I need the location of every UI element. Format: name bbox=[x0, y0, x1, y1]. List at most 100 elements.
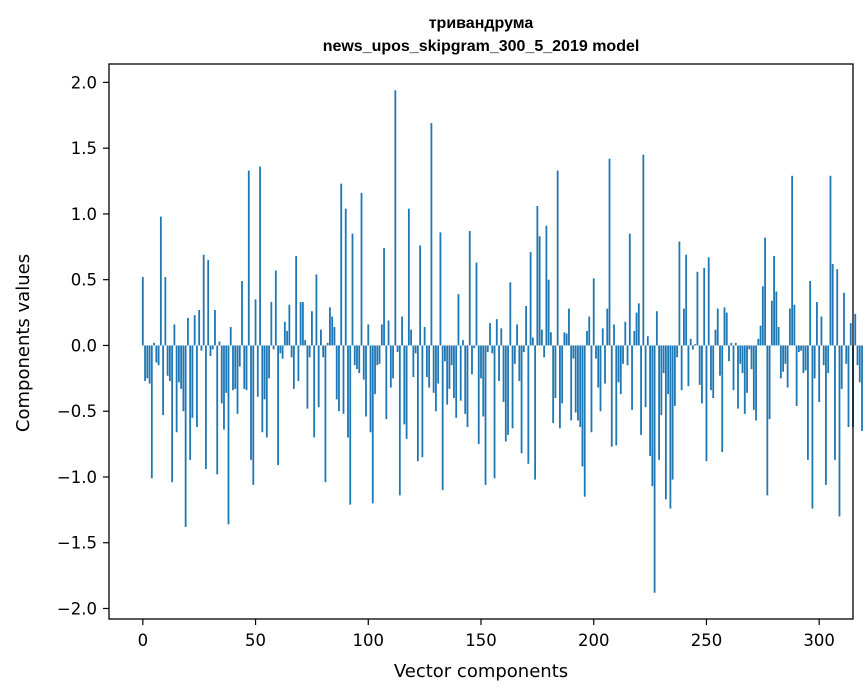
bar-205 bbox=[604, 345, 606, 384]
bar-166 bbox=[516, 324, 518, 346]
bar-249 bbox=[703, 267, 706, 346]
bar-258 bbox=[723, 307, 726, 346]
bar-112 bbox=[394, 90, 397, 346]
x-tick-label: 150 bbox=[465, 631, 497, 650]
bar-256 bbox=[719, 345, 721, 376]
bar-37 bbox=[225, 345, 228, 393]
bar-16 bbox=[177, 345, 180, 383]
bar-133 bbox=[441, 345, 444, 491]
bar-100 bbox=[367, 324, 370, 346]
bar-276 bbox=[764, 237, 766, 346]
bar-54 bbox=[263, 345, 266, 400]
bar-81 bbox=[324, 345, 327, 483]
bar-298 bbox=[813, 345, 816, 379]
bar-147 bbox=[473, 345, 476, 349]
y-tick-label: −1.0 bbox=[57, 468, 97, 487]
bar-12 bbox=[168, 345, 171, 381]
bar-200 bbox=[592, 278, 595, 346]
bar-288 bbox=[791, 175, 794, 346]
bar-131 bbox=[437, 345, 440, 384]
bar-155 bbox=[491, 345, 494, 354]
bar-52 bbox=[259, 166, 261, 346]
bar-71 bbox=[301, 302, 304, 346]
bar-316 bbox=[854, 313, 857, 346]
bar-146 bbox=[471, 345, 473, 375]
bar-104 bbox=[376, 345, 379, 366]
bar-153 bbox=[486, 345, 489, 353]
bar-279 bbox=[770, 300, 773, 346]
x-tick-label: 50 bbox=[245, 631, 266, 650]
bar-102 bbox=[371, 345, 374, 504]
bar-196 bbox=[583, 345, 586, 497]
bar-284 bbox=[782, 345, 785, 372]
bar-22 bbox=[191, 345, 194, 418]
bar-120 bbox=[412, 345, 415, 378]
bar-224 bbox=[646, 336, 649, 346]
y-axis-label: Components values bbox=[13, 254, 34, 432]
bar-126 bbox=[425, 345, 428, 378]
bar-76 bbox=[313, 345, 316, 438]
bar-178 bbox=[543, 345, 546, 358]
bar-79 bbox=[320, 329, 322, 346]
bar-11 bbox=[166, 345, 169, 376]
bar-158 bbox=[498, 345, 500, 381]
bar-319 bbox=[861, 345, 863, 431]
bar-197 bbox=[586, 330, 588, 346]
bar-39 bbox=[229, 327, 232, 346]
bar-45 bbox=[243, 345, 246, 389]
bar-35 bbox=[220, 345, 223, 404]
bar-38 bbox=[227, 345, 230, 525]
bar-124 bbox=[421, 345, 424, 458]
bar-70 bbox=[299, 302, 302, 346]
bar-229 bbox=[658, 345, 661, 460]
bar-103 bbox=[374, 345, 376, 395]
bar-161 bbox=[504, 345, 507, 442]
bar-110 bbox=[389, 345, 392, 388]
bar-137 bbox=[450, 345, 453, 366]
bar-157 bbox=[495, 319, 498, 346]
bar-69 bbox=[297, 345, 300, 381]
x-tick-label: 200 bbox=[578, 631, 610, 650]
bar-260 bbox=[728, 345, 730, 362]
y-tick-label: 1.5 bbox=[71, 139, 97, 158]
bar-163 bbox=[509, 282, 512, 346]
bar-289 bbox=[793, 304, 796, 346]
bar-291 bbox=[797, 345, 800, 353]
bar-204 bbox=[601, 328, 604, 346]
bar-228 bbox=[655, 311, 658, 346]
bar-2 bbox=[146, 345, 149, 379]
bar-83 bbox=[329, 307, 331, 346]
bar-237 bbox=[676, 345, 679, 358]
bar-5 bbox=[153, 342, 155, 346]
bar-62 bbox=[281, 345, 284, 359]
bar-269 bbox=[748, 345, 751, 350]
bars-group bbox=[141, 90, 863, 593]
bar-191 bbox=[572, 345, 575, 359]
bar-96 bbox=[358, 345, 361, 374]
bar-77 bbox=[315, 274, 318, 346]
bar-47 bbox=[247, 170, 250, 346]
bar-20 bbox=[187, 317, 189, 346]
bar-239 bbox=[680, 345, 683, 391]
bar-1 bbox=[144, 345, 146, 381]
bar-144 bbox=[466, 345, 469, 427]
bar-303 bbox=[825, 345, 827, 485]
bar-149 bbox=[477, 345, 480, 445]
bar-55 bbox=[265, 345, 268, 438]
bar-317 bbox=[856, 345, 859, 366]
bar-306 bbox=[831, 263, 834, 346]
bar-68 bbox=[295, 256, 298, 346]
bar-215 bbox=[626, 345, 629, 366]
bar-4 bbox=[150, 345, 153, 479]
bar-265 bbox=[739, 345, 742, 364]
x-axis: 0 50 100 150 200 250 300 bbox=[138, 619, 835, 650]
bar-111 bbox=[392, 345, 394, 379]
bar-25 bbox=[198, 309, 201, 346]
bar-88 bbox=[340, 183, 343, 346]
y-tick-label: 2.0 bbox=[71, 73, 97, 92]
bar-296 bbox=[809, 281, 812, 346]
bar-143 bbox=[464, 345, 467, 414]
bar-235 bbox=[671, 345, 674, 480]
bar-267 bbox=[743, 345, 746, 414]
y-axis: −2.0 −1.5 −1.0 −0.5 0.0 0.5 1.0 1.5 2.0 bbox=[57, 73, 109, 618]
